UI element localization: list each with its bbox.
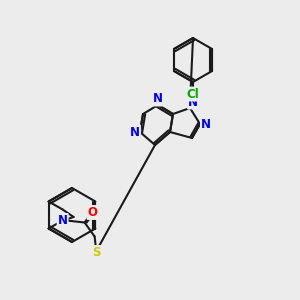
Text: N: N — [130, 125, 140, 139]
Text: N: N — [58, 214, 68, 227]
Text: S: S — [92, 246, 101, 259]
Text: N: N — [188, 95, 198, 109]
Text: N: N — [201, 118, 211, 130]
Text: O: O — [88, 206, 98, 219]
Text: Cl: Cl — [187, 88, 200, 100]
Text: N: N — [153, 92, 163, 106]
